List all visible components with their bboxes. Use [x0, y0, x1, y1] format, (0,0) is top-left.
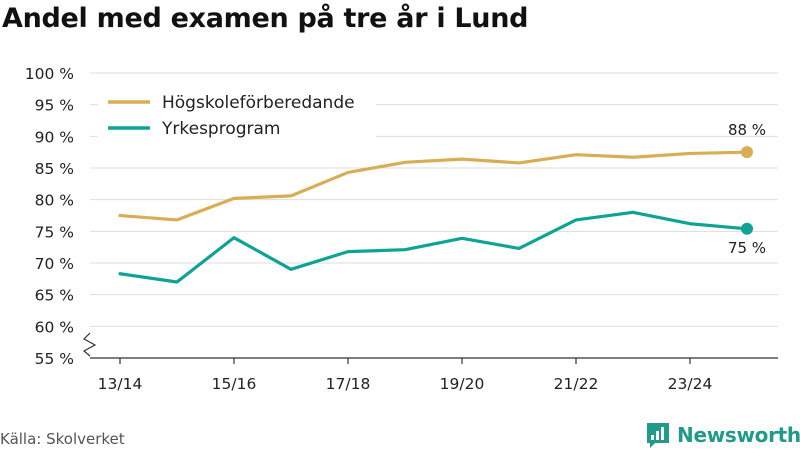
x-tick-label: 13/14: [98, 375, 143, 393]
end-value-labels: 88 % 75 %: [728, 121, 766, 257]
y-tick-label: 90 %: [35, 128, 74, 146]
series-line-1: [118, 150, 749, 222]
chart-title: Andel med examen på tre år i Lund: [2, 3, 529, 34]
source-note: Källa: Skolverket: [0, 430, 125, 448]
y-tick-label: 100 %: [25, 65, 74, 83]
y-tick-label: 70 %: [35, 255, 74, 273]
y-tick-label: 55 %: [35, 350, 74, 368]
y-axis-tick-labels: 55 % 60 % 65 % 70 % 75 % 80 % 85 % 90 % 95 % 100 …: [25, 65, 74, 368]
y-tick-label: 60 %: [35, 318, 74, 336]
y-tick-label: 75 %: [35, 223, 74, 241]
bar-chart-logo-icon: [647, 423, 669, 448]
y-tick-label: 80 %: [35, 192, 74, 210]
legend-label: Högskoleförberedande: [162, 93, 355, 113]
series-end-marker-1: [741, 146, 753, 159]
y-tick-label: 65 %: [35, 287, 74, 305]
legend: Högskoleförberedande Yrkesprogram: [98, 86, 376, 139]
y-tick-label: 95 %: [35, 97, 74, 115]
end-value-label: 75 %: [728, 239, 766, 257]
x-tick-label: 23/24: [668, 375, 713, 393]
x-tick-label: 15/16: [212, 375, 257, 393]
axis-break-icon: [82, 332, 97, 357]
series-end-marker-2: [741, 222, 753, 235]
legend-label: Yrkesprogram: [161, 119, 281, 139]
brand-logo: Newsworthy: [645, 421, 800, 449]
brand-name: Newsworthy: [677, 423, 800, 447]
series-lines: [118, 146, 753, 284]
x-tick-label: 17/18: [326, 375, 371, 393]
series-line-2: [118, 210, 749, 284]
end-value-label: 88 %: [728, 121, 766, 139]
x-tick-label: 21/22: [554, 375, 599, 393]
y-tick-label: 85 %: [35, 160, 74, 178]
x-axis: 13/14 15/16 17/18 19/20 21/22 23/24: [82, 332, 778, 393]
x-tick-label: 19/20: [440, 375, 485, 393]
